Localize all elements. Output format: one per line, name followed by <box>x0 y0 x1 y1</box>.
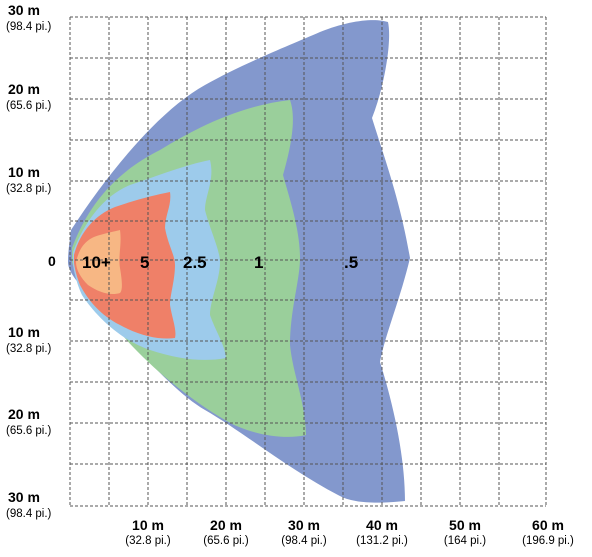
x-axis-label-10: 10 m <box>132 517 164 533</box>
x-axis-labels: 10 m (32.8 pi.) 20 m (65.6 pi.) 30 m (98… <box>125 517 574 547</box>
x-axis-label-20: 20 m <box>210 517 242 533</box>
x-axis-sublabel-50: (164 pi.) <box>444 535 486 547</box>
y-axis-sublabel-top-30: (98.4 pi.) <box>6 21 52 33</box>
x-axis-label-40: 40 m <box>366 517 398 533</box>
x-axis-sublabel-30: (98.4 pi.) <box>281 535 327 547</box>
x-axis-sublabel-10: (32.8 pi.) <box>125 535 171 547</box>
y-axis-sublabel-top-20: (65.6 pi.) <box>6 100 52 112</box>
zone-label-1: 1 <box>254 253 263 272</box>
zone-label-5: 5 <box>140 253 149 272</box>
zone-label-0-5: .5 <box>344 253 358 272</box>
y-axis-sublabel-bottom-30: (98.4 pi.) <box>6 508 52 520</box>
x-axis-label-30: 30 m <box>288 517 320 533</box>
x-axis-label-50: 50 m <box>449 517 481 533</box>
y-axis-label-bottom-20: 20 m <box>8 406 40 422</box>
y-axis-sublabel-top-10: (32.8 pi.) <box>6 183 52 195</box>
zone-label-10-plus: 10+ <box>82 253 111 272</box>
y-axis-label-zero: 0 <box>48 253 56 269</box>
y-axis-sublabel-bottom-20: (65.6 pi.) <box>6 425 52 437</box>
zone-5-area <box>74 192 176 339</box>
x-axis-sublabel-60: (196.9 pi.) <box>522 535 574 547</box>
zone-10-plus-area <box>76 230 122 295</box>
grid <box>69 16 547 507</box>
y-axis-sublabel-bottom-10: (32.8 pi.) <box>6 343 52 355</box>
y-axis-label-top-10: 10 m <box>8 164 40 180</box>
y-axis-label-bottom-10: 10 m <box>8 324 40 340</box>
x-axis-label-60: 60 m <box>532 517 564 533</box>
y-axis-label-top-20: 20 m <box>8 81 40 97</box>
y-axis-label-top-30: 30 m <box>8 2 40 18</box>
x-axis-sublabel-40: (131.2 pi.) <box>356 535 408 547</box>
zone-label-2-5: 2.5 <box>183 253 207 272</box>
zone-labels: 10+ 5 2.5 1 .5 <box>82 253 358 272</box>
x-axis-sublabel-20: (65.6 pi.) <box>203 535 249 547</box>
y-axis-label-bottom-30: 30 m <box>8 489 40 505</box>
y-axis-labels: 30 m (98.4 pi.) 20 m (65.6 pi.) 10 m (32… <box>6 2 56 520</box>
